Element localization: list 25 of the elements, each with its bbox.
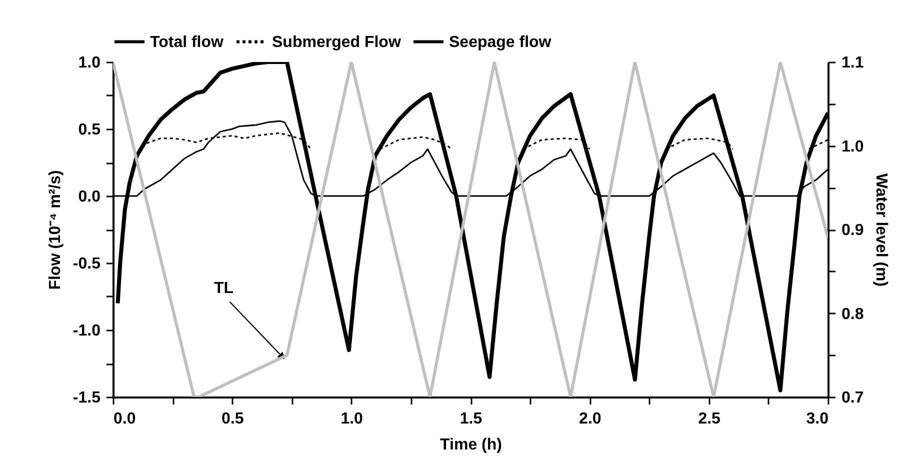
y-tick-label: -1.5 — [72, 390, 101, 406]
x-axis-title: Time (h) — [440, 436, 502, 454]
y-tick-label: -1.0 — [72, 322, 101, 340]
y2-tick-label: 1.0 — [842, 138, 864, 156]
y-tick-label: -0.5 — [72, 256, 101, 272]
y-axis-title: Flow (10⁻⁴ m²/s) — [46, 170, 64, 290]
y2-tick-label: 0.9 — [842, 222, 864, 239]
legend-label: Submerged Flow — [272, 34, 402, 51]
x-tick-label: 1.0 — [340, 410, 364, 428]
y-tick-label: 1.0 — [78, 54, 101, 72]
x-tick-label: 3.0 — [806, 410, 829, 428]
y2-tick-label: 1.1 — [842, 54, 864, 72]
y2-axis-title: Water level (m) — [872, 173, 890, 287]
annotation: TL — [214, 280, 234, 297]
y2-tick-label: 0.8 — [842, 306, 864, 323]
x-tick-label: 2.5 — [698, 410, 721, 428]
x-tick-label: 0.5 — [222, 410, 244, 428]
y-tick-label: 0.0 — [78, 188, 101, 206]
x-tick-label: 1.5 — [460, 410, 482, 428]
legend-label: Total flow — [150, 34, 224, 51]
legend-label: Seepage flow — [449, 34, 552, 51]
x-tick-label: 2.0 — [579, 410, 602, 428]
x-tick-label: 0.0 — [114, 410, 136, 428]
y-tick-label: 0.5 — [78, 122, 101, 138]
y2-tick-label: 0.7 — [842, 390, 864, 406]
